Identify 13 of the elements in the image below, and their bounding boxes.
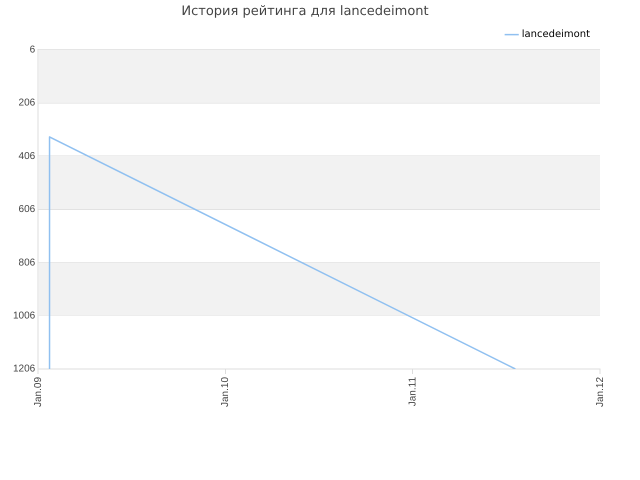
legend-label: lancedeimont bbox=[522, 29, 590, 40]
y-tick-label: 1206 bbox=[12, 364, 36, 375]
x-tick-label: Jan.12 bbox=[594, 376, 606, 408]
x-tick-label: Jan.11 bbox=[408, 376, 418, 406]
x-tick-label: Jan.10 bbox=[220, 376, 232, 408]
y-tick-label: 6 bbox=[30, 44, 36, 56]
y-tick-label: 606 bbox=[18, 204, 36, 216]
y-tick-label: 1006 bbox=[12, 310, 36, 322]
x-tick-label: Jan.09 bbox=[32, 376, 44, 408]
y-tick-label: 206 bbox=[18, 98, 36, 109]
chart-title: История рейтинга для lancedeimont bbox=[181, 4, 429, 20]
y-tick-label: 806 bbox=[18, 257, 36, 268]
y-tick-label: 406 bbox=[18, 150, 36, 162]
